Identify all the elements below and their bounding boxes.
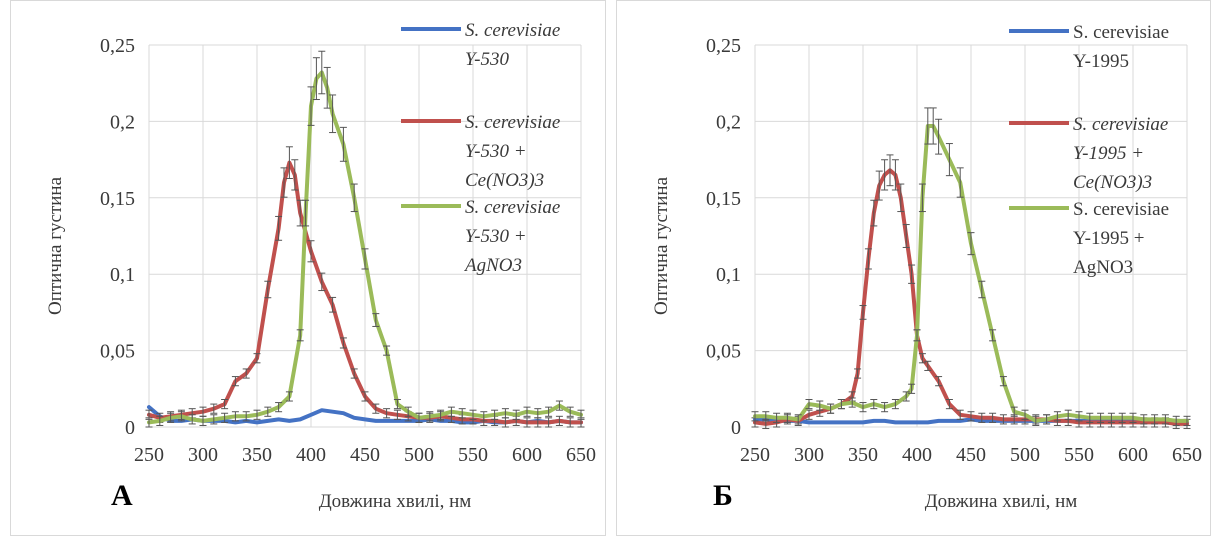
x-tick-label: 350 [848, 444, 878, 466]
series-group [145, 50, 585, 428]
chart-panel-b: 250 300 350 400 450 500 550 600 650 0 0,05 0,1 0,15 0… [616, 0, 1211, 536]
legend-label: Y-1995 + [1073, 228, 1144, 249]
x-axis-title: Довжина хвилі, нм [319, 491, 472, 512]
x-tick-label: 600 [512, 444, 542, 466]
legend-label: AgNO3 [463, 255, 522, 276]
x-axis-title: Довжина хвилі, нм [925, 491, 1078, 512]
y-tick-label: 0,25 [100, 35, 135, 57]
y-tick-label: 0 [125, 417, 135, 439]
legend-label: Y-530 + [465, 141, 527, 162]
gridlines [148, 44, 582, 428]
x-tick-label: 300 [188, 444, 218, 466]
legend-label: S. cerevisiae [1073, 114, 1168, 135]
y-tick-label: 0,2 [110, 111, 135, 133]
chart-a: 250 300 350 400 450 500 550 600 650 0 0,05 0,1 0,15 0… [45, 20, 596, 512]
gridlines [754, 44, 1188, 428]
legend-label: S. cerevisiae [465, 197, 560, 218]
x-tick-label: 600 [1118, 444, 1148, 466]
y-axis-title: Оптична густина [45, 176, 66, 315]
x-tick-label: 450 [956, 444, 986, 466]
x-tick-label: 550 [458, 444, 488, 466]
x-tick-label: 300 [794, 444, 824, 466]
x-tick-label: 500 [404, 444, 434, 466]
x-tick-label: 500 [1010, 444, 1040, 466]
x-tick-label: 650 [1172, 444, 1202, 466]
x-tick-label: 250 [134, 444, 164, 466]
y-tick-label: 0,15 [706, 188, 741, 210]
y-tick-label: 0 [731, 417, 741, 439]
x-tick-label: 250 [740, 444, 770, 466]
y-tick-label: 0,15 [100, 188, 135, 210]
legend: S. cerevisiae Y-1995 S. cerevisiae Y-1995 +… [1009, 22, 1169, 278]
legend-label: S. cerevisiae [1073, 199, 1169, 220]
x-tick-label: 650 [566, 444, 596, 466]
series-group [751, 107, 1191, 426]
legend-label: S. cerevisiae [1073, 22, 1169, 43]
legend-label: AgNO3 [1073, 257, 1133, 278]
legend: S. cerevisiae Y-530 S. cerevisiae Y-530 + Ce… [401, 20, 560, 276]
y-tick-label: 0,2 [716, 111, 741, 133]
y-axis-title: Оптична густина [651, 176, 672, 315]
y-tick-label: 0,1 [110, 264, 135, 286]
legend-label: Y-530 [465, 49, 509, 70]
chart-panel-a: 250 300 350 400 450 500 550 600 650 0 0,05 0,1 0,15 0… [10, 0, 606, 536]
y-tick-label: 0,25 [706, 35, 741, 57]
panel-label: Б [713, 479, 733, 512]
legend-label: Y-1995 + [1073, 143, 1144, 164]
series-line [753, 124, 1189, 423]
x-tick-label: 350 [242, 444, 272, 466]
legend-label: Ce(NO3)3 [1073, 172, 1152, 193]
x-tick-label: 400 [296, 444, 326, 466]
series-line [147, 70, 583, 425]
x-tick-label: 450 [350, 444, 380, 466]
legend-label: Ce(NO3)3 [465, 170, 544, 191]
x-tick-label: 550 [1064, 444, 1094, 466]
chart-b: 250 300 350 400 450 500 550 600 650 0 0,05 0,1 0,15 0… [651, 22, 1202, 512]
legend-label: Y-1995 [1073, 51, 1129, 72]
legend-label: Y-530 + [465, 226, 527, 247]
panel-label: А [111, 479, 133, 512]
legend-label: S. cerevisiae [465, 20, 560, 41]
x-tick-label: 400 [902, 444, 932, 466]
legend-label: S. cerevisiae [465, 112, 560, 133]
y-tick-label: 0,05 [100, 341, 135, 363]
y-tick-label: 0,05 [706, 341, 741, 363]
y-tick-label: 0,1 [716, 264, 741, 286]
